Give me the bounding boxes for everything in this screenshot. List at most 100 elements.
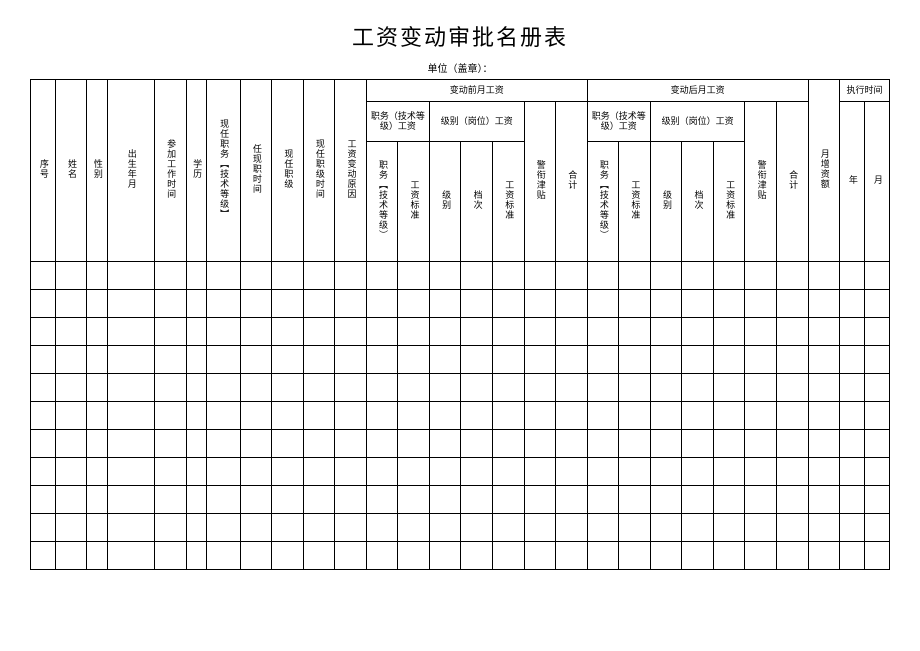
table-cell: [745, 402, 777, 430]
table-cell: [650, 514, 682, 542]
table-cell: [272, 290, 304, 318]
table-cell: [154, 458, 186, 486]
table-cell: [55, 458, 87, 486]
table-cell: [808, 402, 840, 430]
table-cell: [864, 374, 889, 402]
a-pos-tech: 职务【技术等级）: [598, 160, 608, 240]
a-rank-std: 工资标准: [724, 180, 734, 220]
table-cell: [87, 542, 107, 570]
table-cell: [864, 346, 889, 374]
table-cell: [87, 374, 107, 402]
table-cell: [429, 486, 461, 514]
table-cell: [107, 514, 154, 542]
table-cell: [186, 402, 206, 430]
table-cell: [619, 262, 651, 290]
table-cell: [776, 290, 808, 318]
table-cell: [492, 262, 524, 290]
table-cell: [461, 486, 493, 514]
table-cell: [840, 402, 865, 430]
table-cell: [682, 262, 714, 290]
table-cell: [272, 262, 304, 290]
table-cell: [461, 346, 493, 374]
table-cell: [154, 290, 186, 318]
a-level: 级别: [661, 190, 671, 210]
table-cell: [55, 374, 87, 402]
col-edu: 学历: [191, 159, 201, 179]
table-cell: [240, 458, 272, 486]
table-row: [31, 290, 890, 318]
table-cell: [398, 486, 430, 514]
after-rank-group: 级别（岗位）工资: [662, 117, 734, 127]
table-cell: [429, 430, 461, 458]
table-cell: [366, 346, 398, 374]
table-cell: [335, 514, 367, 542]
table-cell: [335, 346, 367, 374]
table-cell: [745, 318, 777, 346]
table-cell: [650, 318, 682, 346]
group-before: 变动前月工资: [450, 86, 504, 96]
table-cell: [864, 486, 889, 514]
table-cell: [840, 346, 865, 374]
table-cell: [808, 262, 840, 290]
table-cell: [682, 430, 714, 458]
table-cell: [335, 402, 367, 430]
table-cell: [864, 402, 889, 430]
table-cell: [776, 346, 808, 374]
table-cell: [55, 290, 87, 318]
table-cell: [713, 262, 745, 290]
table-cell: [272, 346, 304, 374]
table-cell: [398, 458, 430, 486]
table-cell: [55, 402, 87, 430]
table-cell: [31, 262, 56, 290]
table-cell: [776, 514, 808, 542]
table-cell: [713, 374, 745, 402]
table-cell: [619, 346, 651, 374]
table-cell: [272, 542, 304, 570]
table-cell: [840, 486, 865, 514]
table-cell: [240, 514, 272, 542]
b-grade: 档次: [472, 190, 482, 210]
table-cell: [366, 402, 398, 430]
table-cell: [492, 346, 524, 374]
table-cell: [619, 402, 651, 430]
table-cell: [31, 402, 56, 430]
table-cell: [745, 486, 777, 514]
table-cell: [206, 374, 240, 402]
table-cell: [154, 374, 186, 402]
table-cell: [398, 262, 430, 290]
table-cell: [524, 318, 556, 346]
b-pos-tech: 职务【技术等级）: [377, 160, 387, 240]
table-cell: [587, 486, 619, 514]
table-cell: [524, 458, 556, 486]
table-cell: [240, 542, 272, 570]
table-cell: [154, 514, 186, 542]
table-cell: [556, 346, 588, 374]
table-cell: [206, 262, 240, 290]
table-cell: [745, 430, 777, 458]
page-title: 工资变动审批名册表: [30, 20, 890, 52]
before-position-group: 职务（技术等级）工资: [368, 112, 428, 132]
table-cell: [335, 374, 367, 402]
table-cell: [745, 290, 777, 318]
table-cell: [366, 458, 398, 486]
table-cell: [619, 486, 651, 514]
subtitle-seal: 单位（盖章）：: [30, 60, 890, 75]
table-cell: [745, 374, 777, 402]
table-cell: [206, 514, 240, 542]
table-cell: [366, 290, 398, 318]
table-cell: [335, 458, 367, 486]
table-cell: [808, 486, 840, 514]
table-cell: [186, 486, 206, 514]
table-cell: [461, 290, 493, 318]
table-cell: [335, 290, 367, 318]
table-row: [31, 318, 890, 346]
table-cell: [31, 486, 56, 514]
table-cell: [524, 290, 556, 318]
table-cell: [303, 458, 335, 486]
table-cell: [808, 346, 840, 374]
table-cell: [492, 486, 524, 514]
col-name: 姓名: [66, 159, 76, 179]
table-cell: [398, 346, 430, 374]
table-cell: [650, 486, 682, 514]
table-cell: [619, 318, 651, 346]
